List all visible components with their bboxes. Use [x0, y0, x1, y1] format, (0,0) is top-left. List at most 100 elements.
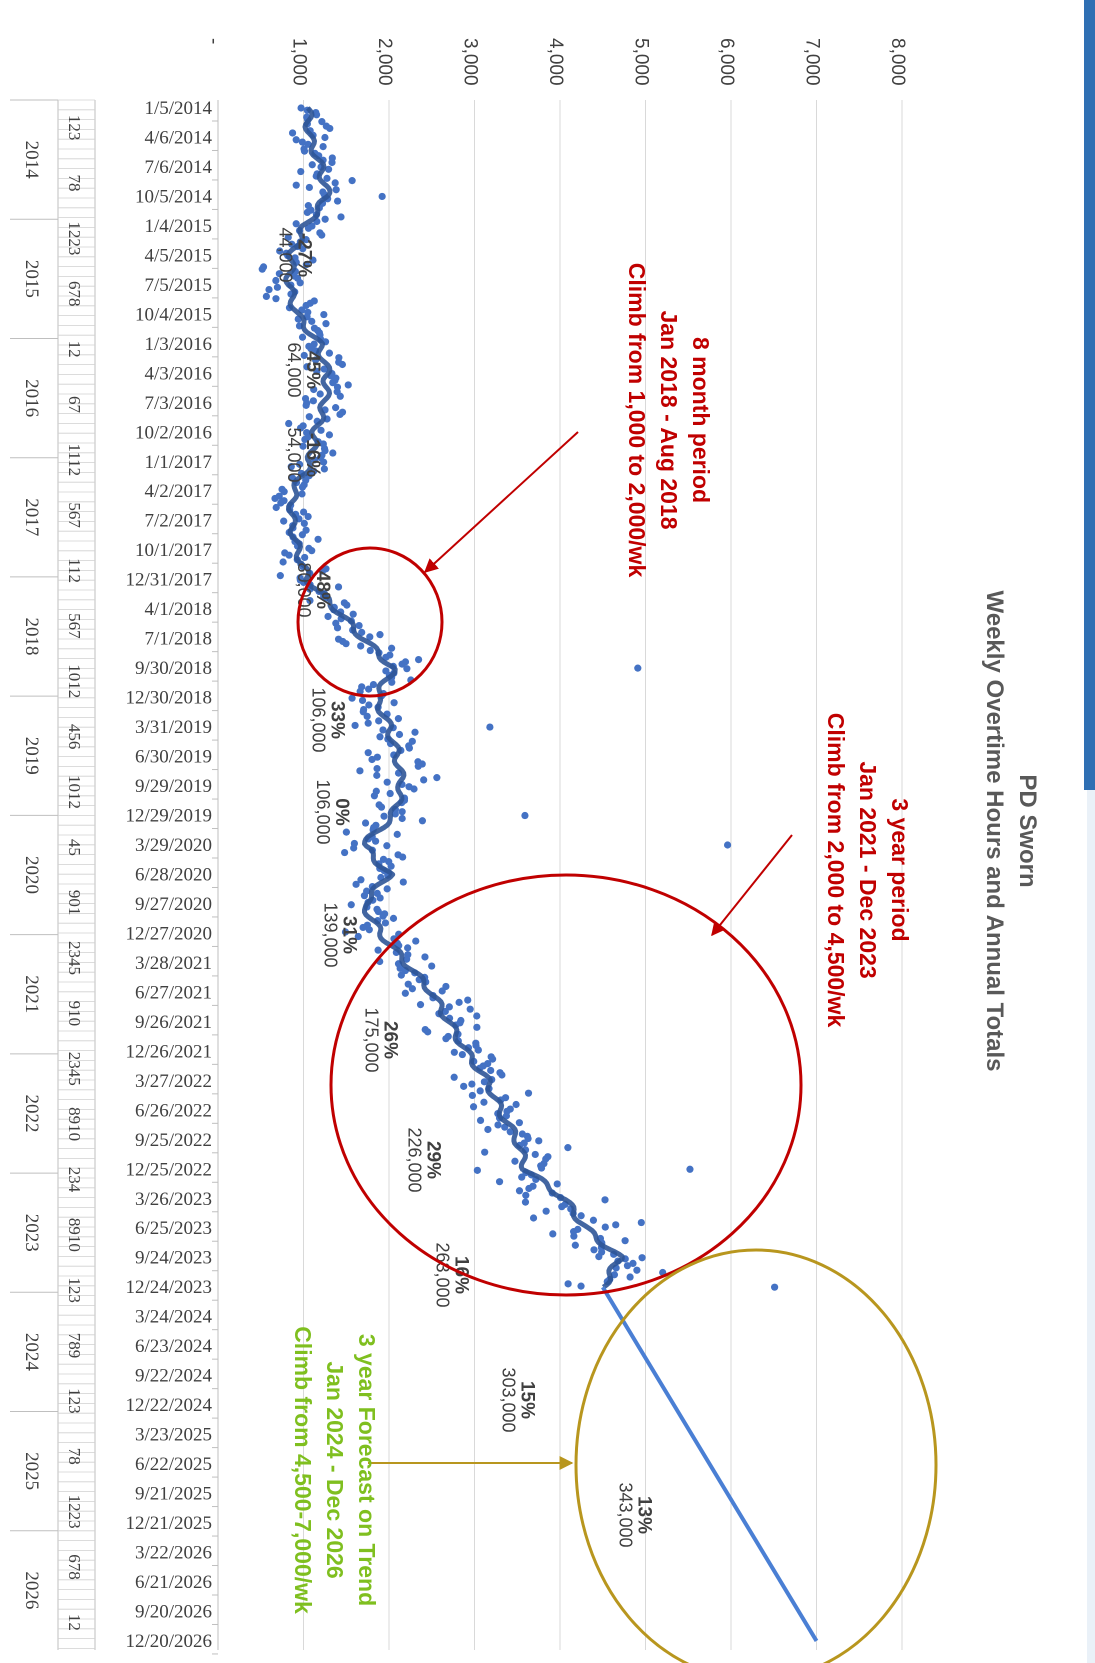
data-point	[723, 841, 732, 849]
annual-pct: -27%	[293, 233, 314, 277]
data-point	[408, 985, 416, 993]
year-label: 2022	[21, 1094, 42, 1132]
data-point	[398, 814, 406, 823]
data-point	[424, 1028, 432, 1036]
data-point	[623, 1262, 632, 1270]
month-group: 901	[65, 890, 84, 916]
data-point	[476, 1087, 484, 1095]
data-point	[361, 819, 370, 827]
year-label: 2017	[21, 498, 42, 536]
data-point	[405, 744, 413, 752]
data-point	[302, 261, 311, 269]
annual-total: 303,000	[499, 1367, 519, 1432]
data-point	[515, 1187, 524, 1195]
data-point	[297, 104, 305, 112]
data-point	[300, 351, 308, 360]
date-tick-label: 6/27/2021	[135, 982, 212, 1003]
data-point	[318, 118, 326, 126]
annual-pct: 33%	[327, 701, 348, 739]
data-point	[473, 1012, 481, 1020]
data-point	[521, 1198, 530, 1206]
data-point	[373, 771, 381, 779]
date-tick-label: 4/2/2017	[144, 481, 212, 502]
data-point	[375, 717, 383, 725]
annual-pct: 0%	[331, 798, 352, 826]
data-point	[350, 844, 358, 852]
month-group-label: 123	[65, 1277, 84, 1303]
month-group-label: 12	[65, 1614, 84, 1631]
data-point	[629, 1259, 637, 1268]
date-tick-label: 9/25/2022	[135, 1130, 212, 1151]
year-label: 2023	[21, 1214, 42, 1252]
year-label: 2025	[21, 1452, 42, 1490]
data-point	[366, 646, 374, 655]
year-label: 2019	[21, 737, 42, 775]
highlight-circle-2021-2023	[329, 873, 803, 1297]
data-point	[321, 215, 329, 223]
data-point	[433, 774, 441, 782]
data-point	[302, 301, 310, 310]
month-group: 112	[65, 558, 84, 583]
data-point	[305, 413, 313, 421]
data-point	[333, 624, 342, 632]
year-label: 2021	[21, 975, 42, 1013]
annual-total-2016: 45%64,000	[284, 342, 323, 397]
data-point	[276, 572, 284, 580]
window-frame-edge-lower	[1087, 790, 1095, 1663]
data-point	[325, 349, 334, 357]
month-group: 67	[65, 396, 84, 414]
annual-total: 44,000	[275, 227, 295, 282]
month-group-label: 567	[65, 502, 84, 528]
data-point	[571, 1241, 579, 1249]
annual-total-2024: 16%263,000	[433, 1242, 472, 1307]
data-point	[381, 919, 390, 927]
month-group-label: 78	[65, 1448, 84, 1465]
annual-pct: 31%	[339, 916, 360, 954]
data-point	[299, 442, 307, 450]
date-tick-label: 6/26/2022	[135, 1100, 212, 1121]
data-point	[626, 1273, 634, 1281]
month-group: 8910	[65, 1107, 84, 1141]
month-group-label: 8910	[65, 1107, 84, 1141]
data-point	[495, 1178, 504, 1186]
forecast-line	[601, 1286, 819, 1642]
annual-pct: 29%	[422, 1141, 443, 1179]
data-point	[298, 138, 306, 146]
date-tick-label: 3/31/2019	[135, 717, 212, 738]
year-label: 2026	[21, 1571, 42, 1609]
month-group-label: 8910	[65, 1218, 84, 1252]
date-tick-label: 3/23/2025	[135, 1425, 212, 1446]
data-point	[357, 642, 365, 650]
annotation-line: 3 year Forecast on Trend	[354, 1334, 380, 1606]
data-point	[298, 490, 306, 498]
month-group: 1223	[65, 221, 84, 255]
data-point	[338, 360, 346, 369]
annotation-line: Climb from 4,500-7,000/wk	[290, 1326, 316, 1614]
data-point	[394, 715, 403, 723]
month-group-label: 901	[65, 890, 84, 916]
data-point	[403, 955, 411, 963]
data-point	[301, 553, 309, 562]
date-tick-label: 4/5/2015	[144, 245, 212, 266]
data-point	[564, 1144, 572, 1152]
data-point	[391, 810, 399, 818]
value-tick-label: 7,000	[802, 38, 823, 86]
data-point	[280, 517, 288, 525]
date-tick-label: 7/1/2018	[144, 629, 212, 650]
month-group: 1012	[65, 775, 84, 809]
data-point	[388, 678, 396, 686]
data-point	[287, 463, 295, 471]
date-tick-label: 9/29/2019	[135, 776, 212, 797]
data-point	[299, 508, 308, 516]
data-point	[498, 1071, 506, 1079]
month-group: 78	[65, 1448, 84, 1465]
date-tick-label: 12/25/2022	[125, 1159, 212, 1180]
data-point	[312, 111, 321, 119]
data-point	[324, 165, 333, 173]
date-tick-label: 1/3/2016	[144, 334, 212, 355]
data-point	[421, 953, 429, 961]
date-tick-label: 3/24/2024	[135, 1307, 213, 1328]
value-tick-label: 2,000	[374, 38, 395, 86]
data-point	[460, 1082, 468, 1090]
